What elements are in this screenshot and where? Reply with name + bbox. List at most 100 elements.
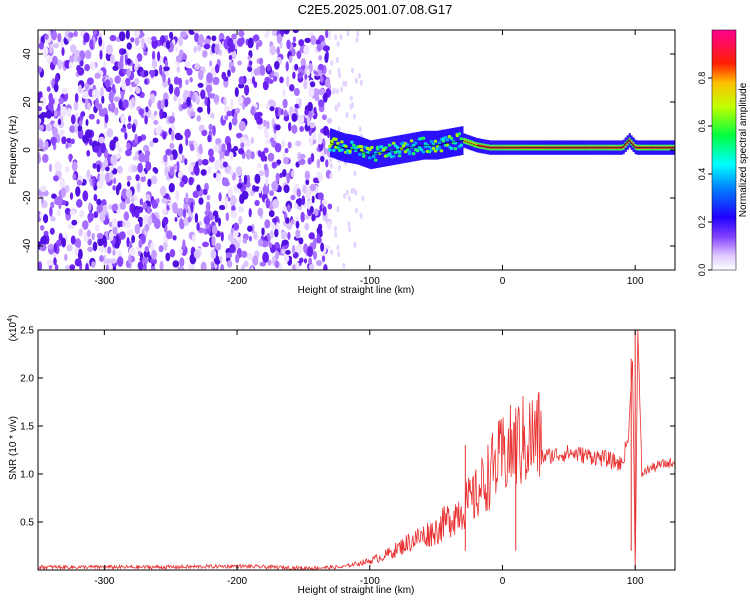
spectrogram-noise-cell [353, 241, 357, 248]
spectrogram-noise-cell [251, 223, 255, 234]
spectrogram-noise-cell [72, 173, 77, 181]
spectrogram-band-cell [381, 148, 386, 152]
spectrogram-noise-cell [275, 250, 279, 260]
spectrogram-noise-cell [70, 235, 76, 245]
spectrogram-noise-cell [154, 167, 159, 174]
spectrogram-noise-cell [184, 60, 191, 68]
spectrogram-noise-cell [290, 219, 295, 225]
spectrogram-noise-cell [246, 252, 253, 260]
spectrogram-noise-cell [100, 142, 106, 154]
spectrogram-noise-cell [51, 193, 57, 199]
spectrogram-noise-cell [236, 132, 243, 139]
spectrogram-noise-cell [54, 161, 62, 172]
spectrogram-noise-cell [288, 55, 293, 64]
spectrogram-noise-cell [148, 69, 156, 76]
spectrogram-band-cell [370, 145, 374, 150]
spectrogram-noise-cell [74, 238, 82, 249]
spectrogram-noise-cell [337, 101, 341, 108]
spectrogram-noise-cell [117, 60, 124, 70]
spectrogram-noise-cell [126, 42, 132, 50]
spectrogram-noise-cell [206, 194, 211, 201]
spectrogram-noise-cell [275, 172, 280, 183]
spectrogram-noise-cell [91, 232, 95, 241]
spectrogram-noise-cell [279, 42, 283, 49]
y-tick-label: 20 [22, 96, 33, 108]
spectrogram-y-axis-label: Frequency (Hz) [8, 116, 19, 185]
y-tick-label: 1.5 [20, 422, 34, 433]
spectrogram-noise-cell [251, 76, 256, 85]
spectrogram-noise-cell [271, 161, 277, 169]
spectrogram-noise-cell [337, 126, 341, 133]
spectrogram-noise-cell [88, 113, 95, 120]
y-tick-label: 40 [22, 48, 33, 60]
spectrogram-noise-cell [286, 172, 291, 184]
spectrogram-noise-cell [228, 54, 233, 61]
spectrogram-noise-cell [128, 254, 132, 264]
colorbar-tick-label: 0.4 [697, 168, 707, 181]
spectrogram-noise-cell [51, 30, 57, 41]
spectrogram-noise-cell [256, 116, 263, 125]
spectrogram-noise-cell [321, 255, 326, 263]
spectrogram-noise-cell [282, 88, 286, 97]
spectrogram-noise-cell [295, 244, 303, 255]
spectrogram-noise-cell [84, 82, 90, 91]
spectrogram-noise-cell [69, 192, 74, 200]
spectrogram-noise-cell [306, 116, 311, 127]
spectrogram-noise-cell [44, 140, 49, 151]
spectrogram-band-cell [391, 154, 396, 158]
spectrogram-noise-cell [93, 211, 99, 219]
x-tick-label: -100 [360, 576, 380, 587]
spectrogram-noise-cell [162, 131, 167, 140]
spectrogram-noise-cell [134, 133, 138, 144]
spectrogram-noise-cell [126, 68, 131, 78]
spectrogram-noise-cell [60, 106, 68, 117]
spectrogram-noise-cell [192, 190, 199, 198]
spectrogram-noise-cell [318, 223, 323, 231]
spectrogram-band-cell [403, 150, 408, 154]
spectrogram-noise-cell [49, 206, 53, 217]
x-tick-label: -300 [94, 576, 114, 587]
spectrogram-noise-cell [194, 63, 201, 70]
spectrogram-noise-cell [266, 63, 271, 72]
spectrogram-noise-cell [275, 107, 279, 118]
spectrogram-noise-cell [228, 121, 232, 131]
spectrogram-noise-cell [53, 175, 59, 182]
spectrogram-noise-cell [265, 103, 271, 110]
spectrogram-noise-cell [69, 209, 76, 216]
spectrogram-noise-cell [316, 158, 321, 169]
spectrogram-noise-cell [219, 204, 226, 211]
spectrogram-noise-cell [200, 261, 207, 270]
spectrogram-noise-cell [46, 56, 52, 65]
spectrogram-noise-cell [78, 84, 82, 94]
spectrogram-noise-cell [186, 68, 193, 76]
spectrogram-noise-cell [169, 142, 175, 150]
spectrogram-noise-cell [295, 140, 302, 147]
spectrogram-noise-cell [124, 197, 131, 205]
spectrogram-noise-cell [245, 149, 252, 160]
spectrogram-noise-cell [200, 124, 205, 131]
spectrogram-noise-cell [167, 77, 171, 86]
spectrogram-noise-cell [52, 127, 58, 137]
spectrogram-noise-cell [68, 61, 73, 69]
spectrogram-noise-cell [229, 200, 234, 207]
spectrogram-noise-cell [213, 172, 217, 178]
spectrogram-noise-cell [238, 83, 245, 89]
spectrogram-noise-cell [206, 72, 213, 84]
spectrogram-noise-cell [238, 30, 245, 37]
spectrogram-band-cell [630, 141, 633, 144]
spectrogram-noise-cell [115, 141, 120, 150]
spectrogram-noise-cell [49, 227, 55, 235]
spectrogram-noise-cell [108, 104, 112, 112]
spectrogram-noise-cell [215, 64, 220, 74]
spectrogram-band-cell [421, 136, 426, 140]
spectrogram-noise-cell [47, 244, 54, 250]
spectrogram-noise-cell [193, 249, 201, 259]
spectrogram-noise-cell [177, 77, 183, 86]
spectrogram-noise-cell [151, 50, 156, 61]
spectrogram-noise-cell [182, 239, 186, 251]
spectrogram-band-cell [427, 145, 432, 149]
spectrogram-noise-cell [43, 213, 49, 224]
spectrogram-noise-cell [50, 136, 57, 145]
spectrogram-band-cell [387, 143, 392, 147]
spectrogram-noise-cell [335, 88, 339, 95]
